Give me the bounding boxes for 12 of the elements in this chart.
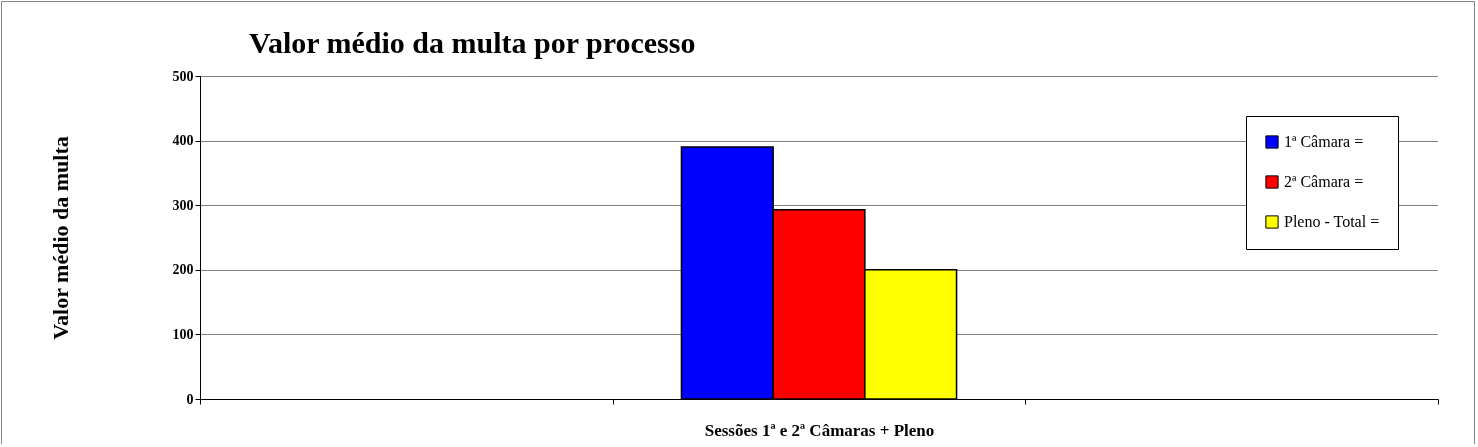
y-tick-label: 500 bbox=[172, 68, 194, 84]
legend-label: Pleno - Total = bbox=[1284, 213, 1380, 230]
x-axis-title: Sessões 1ª e 2ª Câmaras + Pleno bbox=[704, 420, 935, 440]
y-axis-title: Valor médio da multa bbox=[47, 136, 73, 340]
legend-label: 1ª Câmara = bbox=[1284, 133, 1364, 150]
y-tick-label: 300 bbox=[172, 197, 194, 213]
y-tick-label: 200 bbox=[172, 262, 194, 278]
legend-label: 2ª Câmara = bbox=[1284, 173, 1364, 190]
y-tick-label: 400 bbox=[172, 133, 194, 149]
chart-title: Valor médio da multa por processo bbox=[249, 26, 696, 59]
y-tick-label: 0 bbox=[186, 391, 194, 407]
y-tick-label: 100 bbox=[172, 326, 194, 342]
